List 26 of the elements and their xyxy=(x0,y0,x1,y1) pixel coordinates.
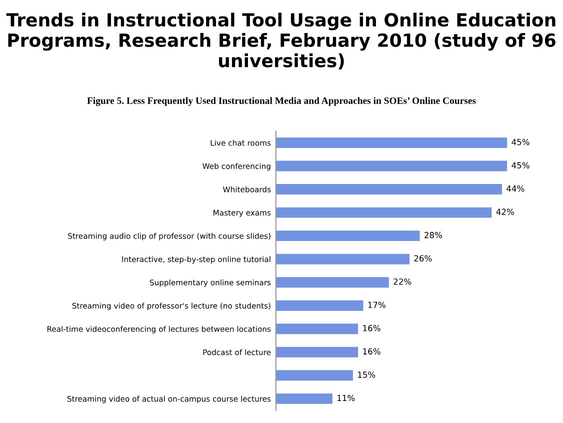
data-label: 26% xyxy=(414,255,432,262)
bar xyxy=(276,370,353,381)
data-label: 22% xyxy=(394,278,412,285)
bar xyxy=(276,254,410,264)
bar xyxy=(276,184,502,195)
data-label: 28% xyxy=(424,232,442,238)
bar xyxy=(276,346,358,358)
bar xyxy=(276,138,508,148)
data-label: 42% xyxy=(496,208,514,215)
data-label: 45% xyxy=(512,138,530,146)
bar xyxy=(276,230,420,242)
data-label: 11% xyxy=(337,394,355,402)
bar xyxy=(276,393,332,404)
data-label: 17% xyxy=(368,302,386,308)
data-label: 15% xyxy=(358,372,376,378)
bar xyxy=(276,207,492,218)
bar xyxy=(276,160,508,172)
data-label: 45% xyxy=(512,162,530,168)
chart-subtitle: Figure 5. Less Frequently Used Instructional Media and Approaches in SOEs’ Online Courses xyxy=(87,97,476,106)
data-label: 16% xyxy=(363,348,380,355)
data-label: 44% xyxy=(506,185,524,192)
data-label: 16% xyxy=(363,324,380,332)
chart-title: Trends in Instructional Tool Usage in Online Education Programs, Research Brief, February 2010 (study of 96 universities) xyxy=(6,12,556,70)
bar xyxy=(276,277,389,288)
bar xyxy=(276,324,358,334)
bar xyxy=(276,300,364,311)
